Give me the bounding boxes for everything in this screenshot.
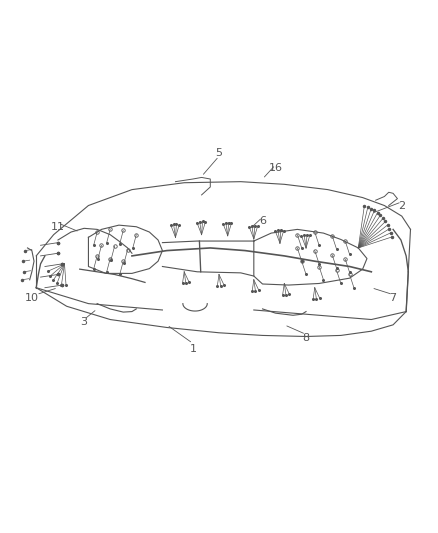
Text: 7: 7	[389, 293, 397, 303]
Text: 6: 6	[259, 216, 266, 227]
Text: 5: 5	[215, 148, 223, 158]
Text: 3: 3	[81, 317, 88, 327]
Text: 16: 16	[268, 164, 283, 173]
Text: 1: 1	[189, 344, 196, 354]
Text: 8: 8	[303, 333, 310, 343]
Text: 10: 10	[25, 293, 39, 303]
Text: 11: 11	[51, 222, 65, 232]
Text: 2: 2	[398, 200, 405, 211]
